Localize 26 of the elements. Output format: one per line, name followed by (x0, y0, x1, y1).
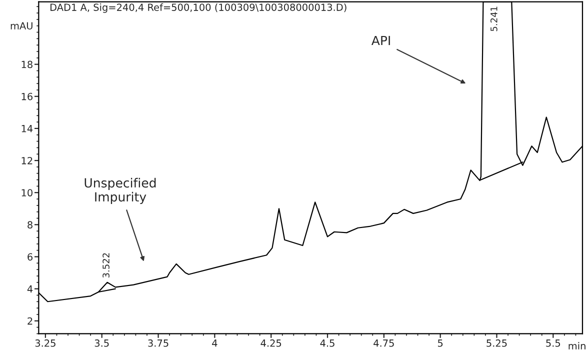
x-tick-label: 3.25 (35, 339, 56, 347)
x-tick-label: 4 (212, 340, 218, 347)
y-tick-label: 6 (28, 253, 33, 261)
y-tick-label: 4 (27, 285, 33, 292)
x-tick-label: 4.5 (320, 340, 334, 347)
x-tick-label: 4.75 (374, 340, 394, 347)
x-tick-label: 5 (438, 340, 443, 347)
y-tick-label: 12 (22, 157, 32, 164)
y-tick-label: 14 (22, 125, 33, 132)
annotation: 3.522 (102, 253, 110, 278)
x-tick-label: 5.5 (546, 340, 560, 347)
annotation: API (371, 36, 390, 46)
annotation: 5.241 (490, 6, 498, 32)
annotation: Unspecified Impurity (84, 178, 156, 204)
y-tick-label: 10 (22, 189, 32, 196)
chart-title: DAD1 A, Sig=240,4 Ref=500,100 (100309\100308000013.D) (50, 3, 346, 13)
y-tick-label: 18 (22, 60, 32, 68)
y-tick-label: 8 (28, 221, 32, 228)
x-tick-label: 3.5 (94, 339, 109, 347)
x-tick-label: 5.25 (486, 339, 507, 347)
y-tick-label: 2 (28, 317, 32, 325)
x-axis-title: min (568, 342, 586, 350)
y-tick-label: 16 (22, 92, 33, 100)
y-axis-title: mAU (10, 22, 32, 30)
x-tick-label: 3.75 (148, 339, 168, 347)
x-tick-label: 4.25 (260, 339, 282, 347)
